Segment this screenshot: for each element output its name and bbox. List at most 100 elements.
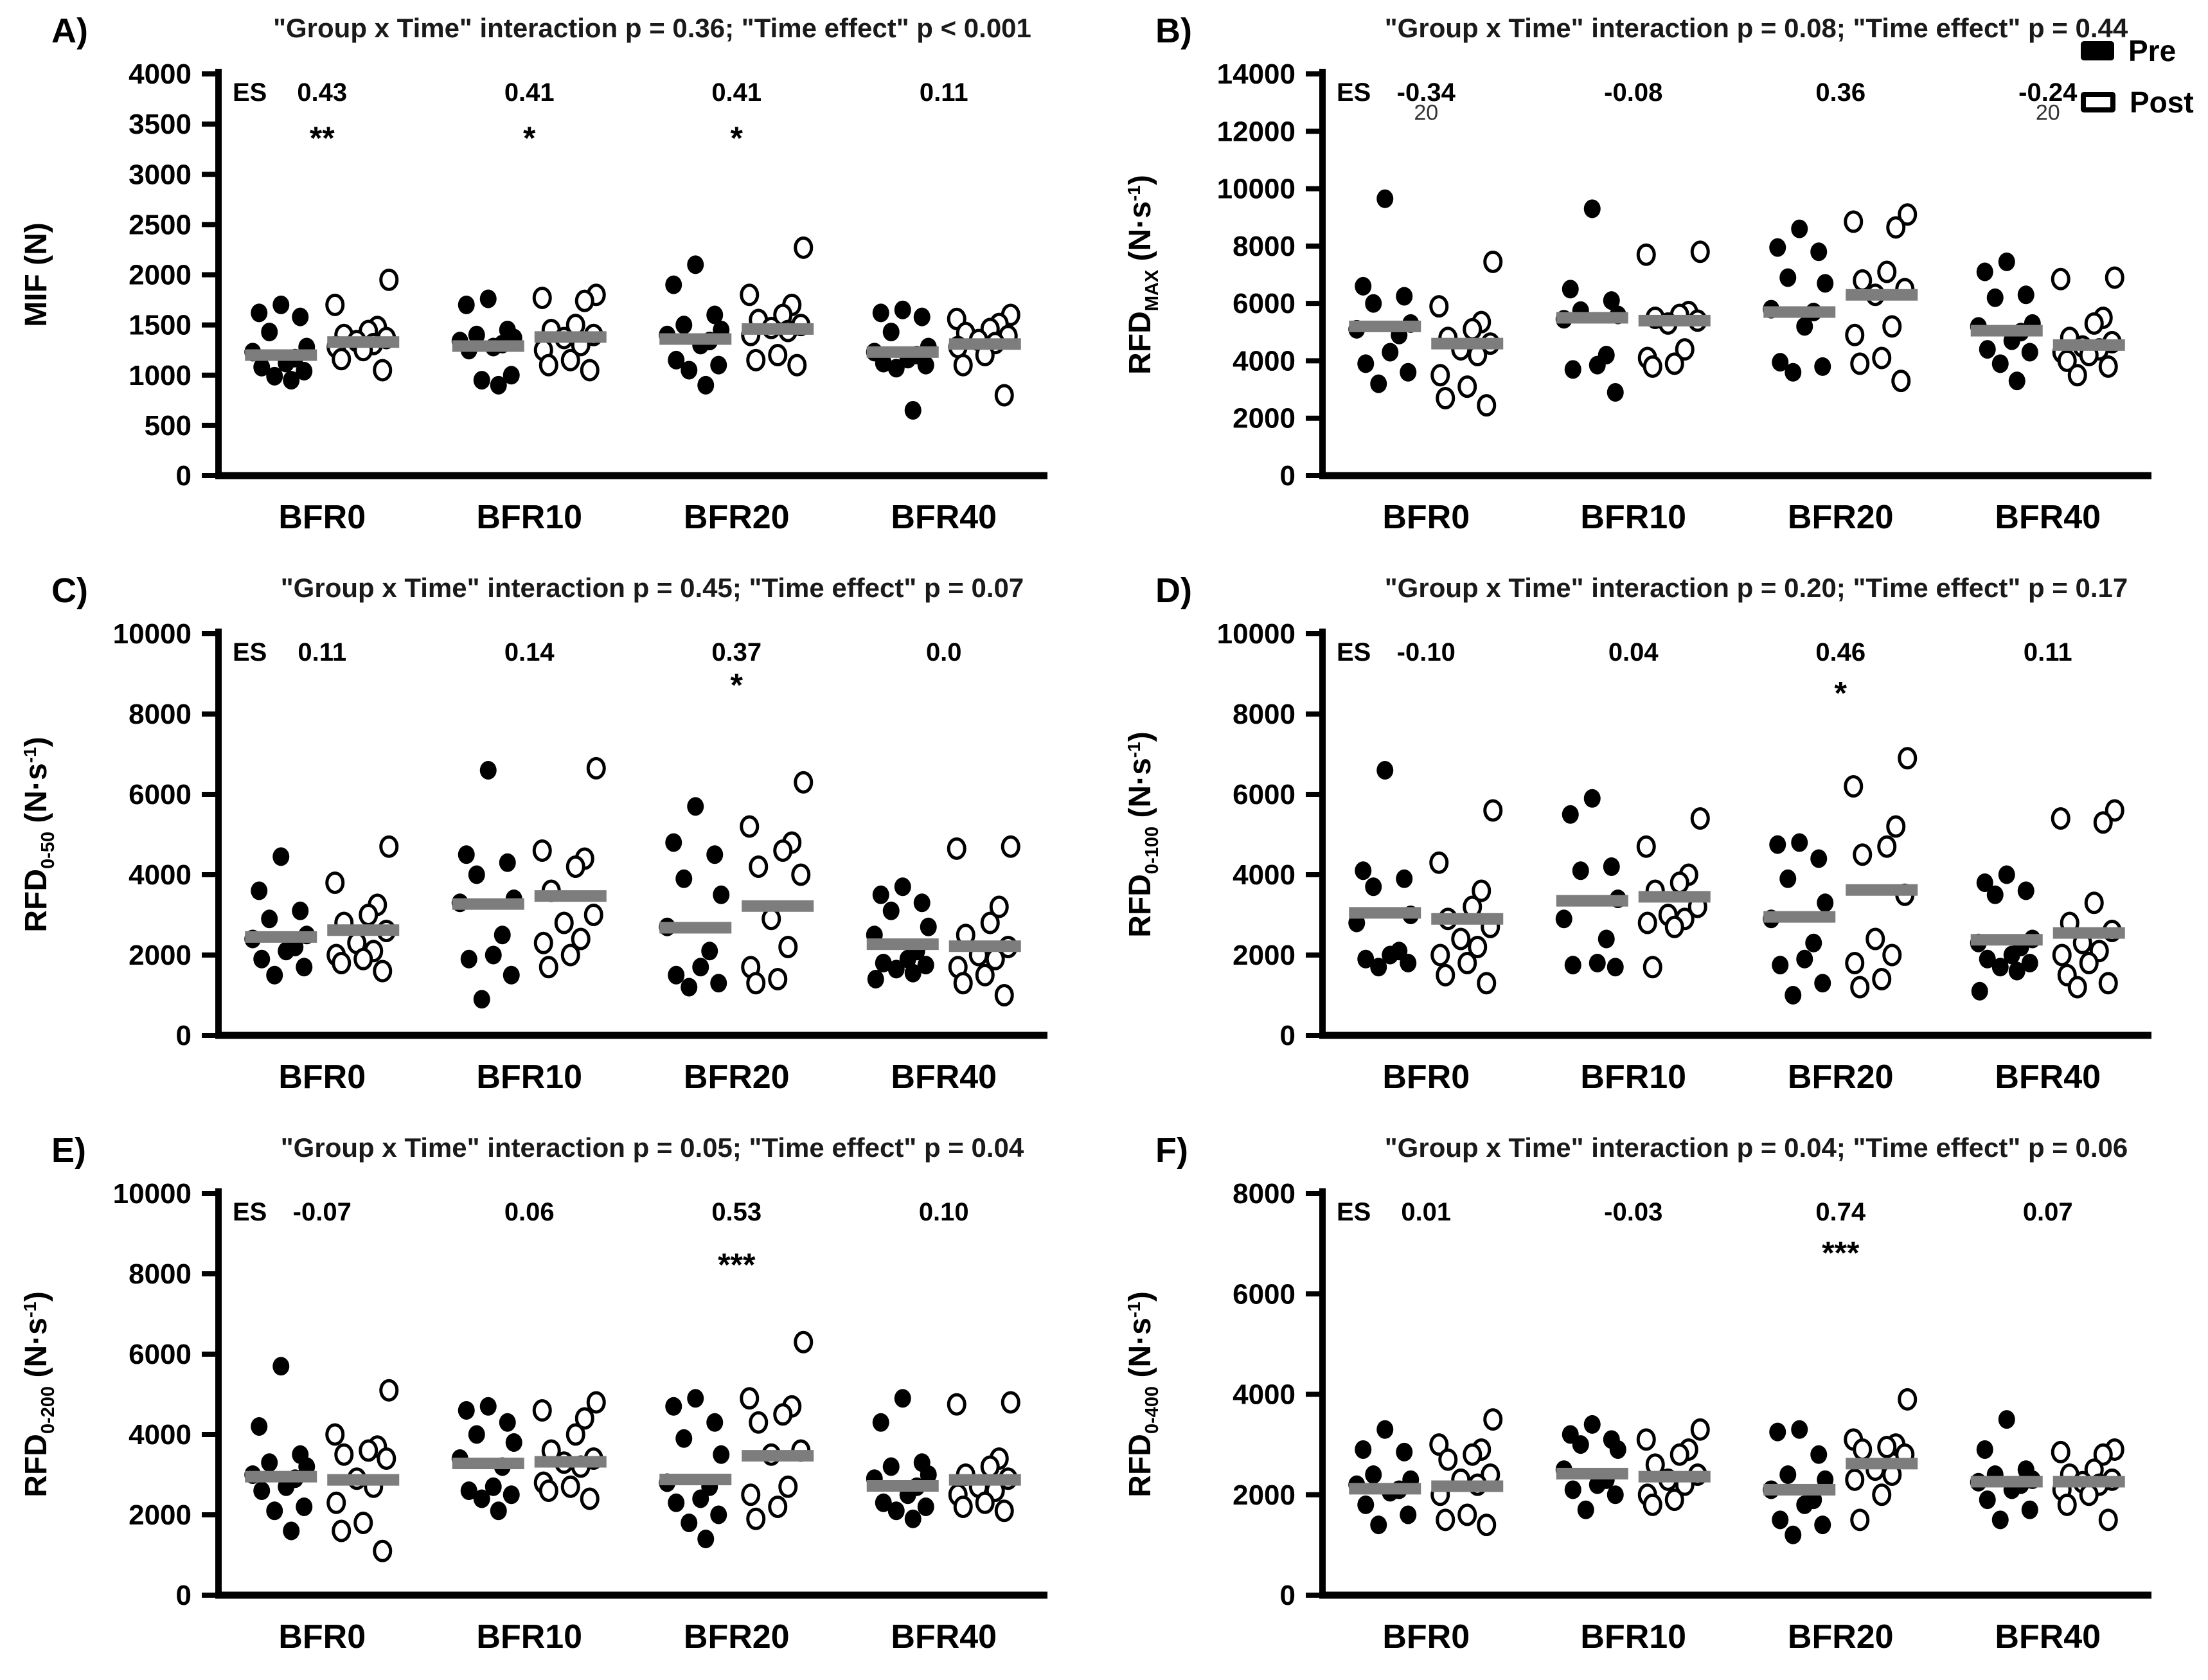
panel-title: "Group x Time" interaction p = 0.36; "Ti… <box>273 13 1031 43</box>
panel-title: "Group x Time" interaction p = 0.08; "Ti… <box>1385 13 2128 43</box>
pre-point <box>1976 1440 1993 1459</box>
post-point <box>1669 871 1689 894</box>
pre-point <box>1365 294 1382 313</box>
pre-point <box>261 909 278 929</box>
pre-mean-bar <box>1970 934 2043 946</box>
pre-mean-bar <box>452 898 524 910</box>
post-point <box>2105 799 2124 822</box>
pre-point <box>872 1413 889 1432</box>
post-point <box>532 1399 552 1422</box>
pre-point <box>1998 1410 2015 1429</box>
x-category-label: BFR10 <box>1580 1059 1686 1096</box>
es-value: 0.06 <box>504 1198 555 1226</box>
pre-point <box>1589 1475 1606 1494</box>
y-tick-label: 8000 <box>1233 231 1295 262</box>
pre-point <box>1805 933 1822 952</box>
y-tick-label: 1000 <box>129 360 191 391</box>
pre-marker-icon <box>2081 41 2114 60</box>
post-point <box>1483 250 1503 273</box>
post-point <box>332 1519 352 1542</box>
pre-point <box>460 949 477 969</box>
y-axis-label: RFD0-400 (N·s-1) <box>1123 1291 1162 1497</box>
outlier-count-label: 20 <box>2036 100 2060 125</box>
pre-point <box>713 1445 730 1464</box>
pre-point <box>1998 865 2015 884</box>
pre-mean-bar <box>1349 1483 1421 1495</box>
post-point <box>953 972 973 995</box>
y-tick-label: 0 <box>1280 1580 1295 1611</box>
y-tick-label: 6000 <box>1233 1278 1295 1310</box>
post-point <box>325 871 345 894</box>
post-point <box>2067 364 2087 387</box>
pre-point <box>872 303 889 323</box>
legend-item-post: Post <box>2081 85 2194 120</box>
post-point <box>741 1483 761 1506</box>
post-point <box>1457 1503 1477 1526</box>
outlier-count-label: 20 <box>1414 100 1438 125</box>
pre-mean-bar <box>659 1474 732 1485</box>
pre-point <box>894 300 911 319</box>
pre-point <box>1986 885 2004 904</box>
pre-point <box>485 1477 502 1496</box>
pre-point <box>1357 949 1375 969</box>
es-value: 0.07 <box>2023 1198 2073 1226</box>
pre-point <box>1365 1465 1382 1484</box>
y-axis-label-main: RFD <box>1123 1434 1157 1497</box>
post-mean-bar <box>327 336 400 348</box>
pre-point <box>2021 954 2038 972</box>
pre-mean-bar <box>245 1470 317 1483</box>
post-point <box>791 863 811 886</box>
pre-point <box>1779 1465 1797 1484</box>
post-point <box>975 1491 995 1514</box>
y-tick-label: 8000 <box>1233 699 1295 730</box>
post-point <box>1850 976 1870 999</box>
pre-point <box>296 362 313 380</box>
pre-point <box>1376 189 1394 208</box>
es-value: 0.11 <box>298 638 346 666</box>
pre-point <box>665 275 682 294</box>
significance-marker: * <box>523 120 536 156</box>
post-mean-bar <box>742 323 814 335</box>
y-tick-label: 10000 <box>1217 618 1295 650</box>
pre-point <box>1396 1442 1413 1461</box>
post-point <box>1429 1433 1449 1456</box>
y-tick-label: 8000 <box>1233 1178 1295 1210</box>
pre-point <box>2008 961 2025 981</box>
x-category-label: BFR10 <box>476 499 582 536</box>
post-point <box>1675 338 1695 361</box>
y-tick-label: 0 <box>176 1020 191 1051</box>
y-tick-label: 0 <box>176 460 191 492</box>
pre-mean-bar <box>1970 325 2043 337</box>
pre-point <box>2008 371 2025 391</box>
post-mean-bar <box>1638 891 1711 903</box>
x-category-label: BFR10 <box>1580 499 1686 536</box>
y-axis-label: RFD0-200 (N·s-1) <box>19 1291 58 1497</box>
post-mean-bar <box>948 940 1021 952</box>
pre-point <box>1791 219 1808 238</box>
es-value: 0.36 <box>1815 78 1865 107</box>
y-axis-label-close: ) <box>1123 175 1157 185</box>
pre-point <box>2021 1500 2038 1519</box>
pre-mean-bar <box>1349 907 1421 919</box>
legend-pre-label: Pre <box>2128 34 2177 67</box>
y-tick-label: 4000 <box>129 58 191 90</box>
x-category-label: BFR0 <box>1382 499 1470 536</box>
post-point <box>325 293 345 316</box>
post-point <box>1845 1468 1865 1491</box>
post-point <box>1872 346 1892 370</box>
legend-post-label: Post <box>2130 85 2194 119</box>
pre-point <box>882 323 900 342</box>
pre-point <box>887 359 905 378</box>
pre-point <box>681 1514 698 1532</box>
post-point <box>768 344 788 366</box>
post-point <box>1664 1488 1684 1512</box>
post-mean-bar <box>534 890 607 902</box>
post-point <box>2052 943 2072 967</box>
x-category-label: BFR40 <box>891 499 997 536</box>
pre-point <box>1382 945 1399 965</box>
pre-point <box>904 963 921 983</box>
y-tick-label: 10000 <box>113 618 191 650</box>
pre-point <box>697 1530 715 1548</box>
post-point <box>975 963 995 987</box>
panel-C: C) "Group x Time" interaction p = 0.45; "… <box>0 560 1104 1120</box>
